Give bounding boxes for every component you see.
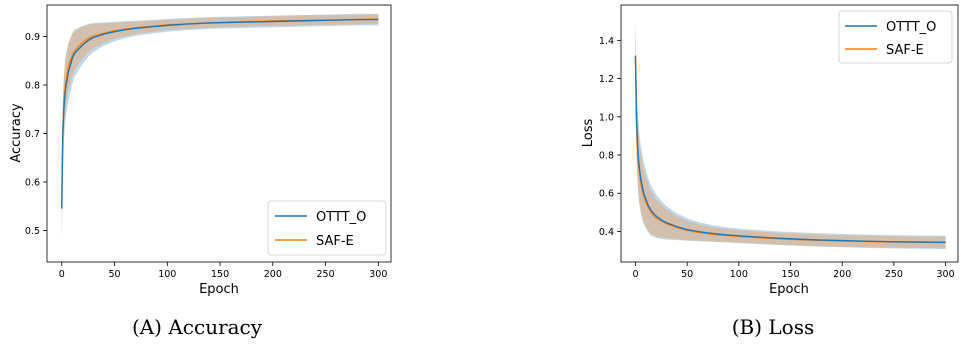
x-tick-label: 50 xyxy=(681,269,693,280)
y-tick-label: 0.5 xyxy=(25,226,40,237)
series-line-ottt-o xyxy=(634,55,946,244)
legend-label-saf-e: SAF-E xyxy=(886,43,924,58)
y-tick-label: 0.4 xyxy=(599,227,614,238)
series-lines xyxy=(61,18,379,209)
band-saf-e xyxy=(635,23,946,249)
x-tick-label: 100 xyxy=(158,269,176,280)
x-axis-label: Epoch xyxy=(769,282,809,297)
x-tick-label: 150 xyxy=(211,269,229,280)
y-tick-label: 0.6 xyxy=(599,189,614,200)
legend: OTTT_O SAF-E xyxy=(267,200,387,256)
y-tick-label: 1.0 xyxy=(599,112,614,123)
x-tick-label: 200 xyxy=(264,269,282,280)
axis-ticks: 0 50 100 150 200 250 300 0.4 0.6 0.8 1.0 1.2 1.4 xyxy=(599,36,955,280)
variance-bands xyxy=(635,15,946,250)
legend: OTTT_O SAF-E xyxy=(838,10,953,64)
legend-label-ottt-o: OTTT_O xyxy=(316,210,366,225)
y-tick-label: 0.7 xyxy=(25,129,40,140)
x-tick-label: 150 xyxy=(781,269,799,280)
loss-chart: 0 50 100 150 200 250 300 0.4 0.6 0.8 1.0 1.2 1.4 Epo… xyxy=(581,4,959,339)
y-tick-label: 0.8 xyxy=(25,81,40,92)
caption-loss: (B) Loss xyxy=(732,315,815,339)
band-ottt-o xyxy=(635,15,946,250)
y-tick-label: 1.4 xyxy=(599,36,614,47)
x-tick-label: 100 xyxy=(730,269,748,280)
x-tick-label: 50 xyxy=(108,269,120,280)
y-tick-label: 1.2 xyxy=(599,74,614,85)
legend-label-saf-e: SAF-E xyxy=(316,234,354,249)
legend-box xyxy=(838,10,953,64)
y-axis-label: Accuracy xyxy=(9,103,24,163)
caption-accuracy: (A) Accuracy xyxy=(132,315,263,339)
legend-box xyxy=(267,200,387,256)
series-line-ottt-o xyxy=(61,18,379,209)
x-tick-label: 250 xyxy=(885,269,903,280)
axis-ticks: 0 50 100 150 200 250 300 0.5 0.6 0.7 0.8 0.9 xyxy=(25,32,388,280)
x-tick-label: 300 xyxy=(369,269,387,280)
series-lines xyxy=(634,55,946,244)
x-tick-label: 250 xyxy=(317,269,335,280)
x-axis-label: Epoch xyxy=(199,282,239,297)
y-axis-label: Loss xyxy=(581,119,596,148)
x-tick-label: 0 xyxy=(632,269,638,280)
y-tick-label: 0.6 xyxy=(25,177,40,188)
x-tick-label: 200 xyxy=(833,269,851,280)
y-tick-label: 0.8 xyxy=(599,150,614,161)
y-tick-label: 0.9 xyxy=(25,32,40,43)
x-tick-label: 0 xyxy=(59,269,65,280)
legend-label-ottt-o: OTTT_O xyxy=(886,20,936,35)
x-tick-label: 300 xyxy=(937,269,955,280)
